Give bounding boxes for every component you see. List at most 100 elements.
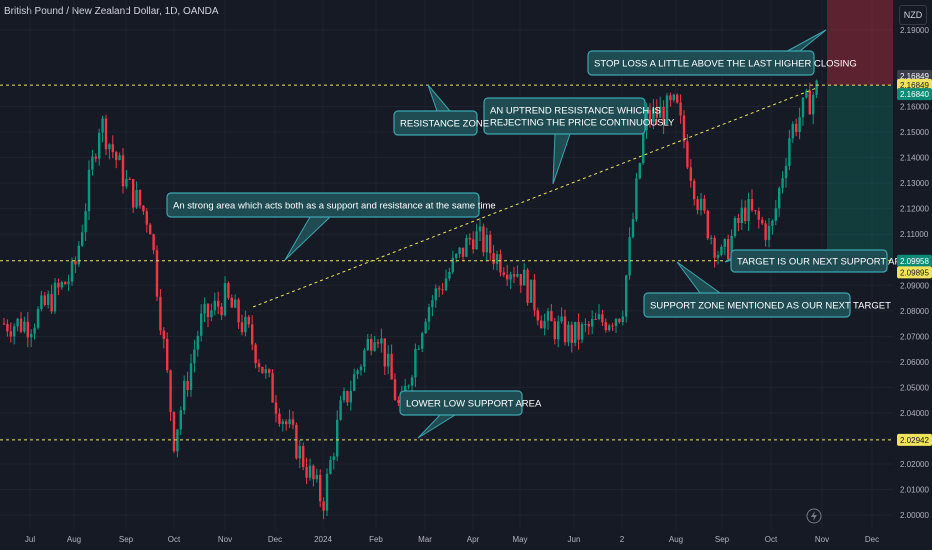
- uptrend-resistance-line: [252, 86, 819, 308]
- candle-body: [710, 237, 713, 239]
- candle-body: [594, 318, 597, 320]
- candle-body: [584, 324, 587, 326]
- candle-body: [801, 97, 805, 118]
- candle-body: [448, 271, 451, 279]
- candle-body: [387, 353, 390, 367]
- candle-body: [414, 349, 417, 378]
- candle-body: [230, 297, 233, 308]
- candle-body: [366, 338, 369, 351]
- candle-body: [727, 239, 730, 260]
- candle-body: [210, 310, 213, 318]
- candle-body: [754, 210, 757, 212]
- candle-body: [781, 178, 784, 189]
- annotation-callout: LOWER LOW SUPPORT AREA: [399, 390, 542, 439]
- candle-body: [104, 118, 108, 150]
- price-tag-label: 2.09958: [900, 257, 929, 266]
- callout-box: [166, 192, 480, 218]
- candle-body: [621, 316, 624, 323]
- candle-body: [580, 324, 584, 340]
- callout-box: [587, 50, 815, 76]
- candle-body: [475, 231, 478, 250]
- candle-body: [132, 179, 135, 208]
- candle-body: [227, 283, 230, 298]
- chart-title: British Pound / New Zealand Dollar, 1D, …: [4, 6, 219, 17]
- price-tag-bg: [897, 433, 932, 446]
- replay-icon[interactable]: [806, 508, 822, 524]
- candle-body: [767, 225, 771, 240]
- annotation-callout: SUPPORT ZONE MENTIONED AS OUR NEXT TARGE…: [643, 261, 891, 318]
- price-tag-bg: [897, 78, 932, 91]
- price-tag-bg: [897, 266, 932, 279]
- candle-body: [591, 318, 594, 327]
- candle-body: [631, 219, 635, 238]
- candle-body: [587, 324, 590, 327]
- position-zones: [827, 0, 893, 261]
- candle-body: [138, 189, 142, 206]
- x-tick-label: Feb: [369, 535, 383, 544]
- candle-body: [16, 318, 19, 327]
- candle-body: [91, 156, 94, 170]
- callout-box: [643, 292, 851, 318]
- candle-body: [356, 370, 359, 375]
- candle-body: [376, 342, 380, 344]
- candle-body: [516, 274, 519, 277]
- annotation-text: LOWER LOW SUPPORT AREA: [406, 399, 542, 410]
- candle-body: [118, 155, 121, 161]
- candle-body: [288, 419, 291, 425]
- candle-body: [319, 474, 322, 502]
- candle-body: [359, 366, 363, 371]
- candle-body: [200, 313, 203, 336]
- candle-body: [404, 386, 407, 392]
- candle-body: [699, 198, 703, 211]
- candle-body: [747, 199, 750, 222]
- candle-body: [737, 217, 740, 224]
- candle-body: [451, 257, 454, 272]
- candle-body: [60, 281, 63, 288]
- candle-body: [285, 421, 288, 425]
- callout-box: [730, 249, 888, 273]
- candle-body: [373, 342, 376, 351]
- price-tag-label: 2.02942: [900, 436, 929, 445]
- candle-body: [546, 311, 550, 321]
- candle-body: [74, 260, 77, 265]
- candle-body: [492, 253, 495, 264]
- price-tag-label: 2.09895: [900, 268, 929, 277]
- price-tag-label: 2.16849: [900, 81, 929, 90]
- currency-button[interactable]: NZD: [899, 5, 927, 25]
- candle-body: [70, 260, 74, 282]
- candle-body: [50, 294, 53, 312]
- candle-body: [601, 314, 604, 323]
- candle-body: [489, 234, 492, 254]
- candle-body: [635, 178, 638, 220]
- candle-body: [26, 321, 29, 338]
- annotation-callout: TARGET IS OUR NEXT SUPPORT AREA: [724, 249, 915, 273]
- x-tick-label: 2: [620, 535, 625, 544]
- candle-body: [53, 282, 57, 312]
- callout-pointer: [676, 261, 722, 294]
- candle-body: [788, 138, 791, 166]
- candle-body: [264, 369, 267, 374]
- x-tick-label: Dec: [865, 535, 879, 544]
- candle-body: [805, 90, 808, 98]
- candle-body: [315, 474, 318, 480]
- candle-body: [812, 94, 815, 115]
- candle-body: [298, 446, 301, 459]
- candle-body: [87, 169, 91, 212]
- candle-body: [733, 217, 737, 237]
- y-tick-label: 2.04000: [900, 409, 929, 418]
- annotation-callout: RESISTANCE ZONE: [393, 84, 489, 136]
- candle-body: [271, 373, 274, 403]
- candle-body: [257, 363, 261, 367]
- candle-body: [390, 353, 393, 380]
- candle-body: [608, 325, 611, 331]
- candle-body: [23, 321, 26, 332]
- candle-body: [638, 163, 641, 179]
- x-axis: Jul Aug Sep Oct Nov Dec 2024 Feb Mar Apr May Jun 2 Au…: [25, 535, 879, 544]
- price-tag-label: 2.16840: [900, 90, 929, 99]
- candle-body: [645, 109, 648, 131]
- candle-body: [648, 109, 652, 122]
- annotations: STOP LOSS A LITTLE ABOVE THE LAST HIGHER…: [166, 29, 915, 439]
- candle-body: [346, 391, 349, 403]
- price-tag-label: 2.16849: [900, 72, 929, 81]
